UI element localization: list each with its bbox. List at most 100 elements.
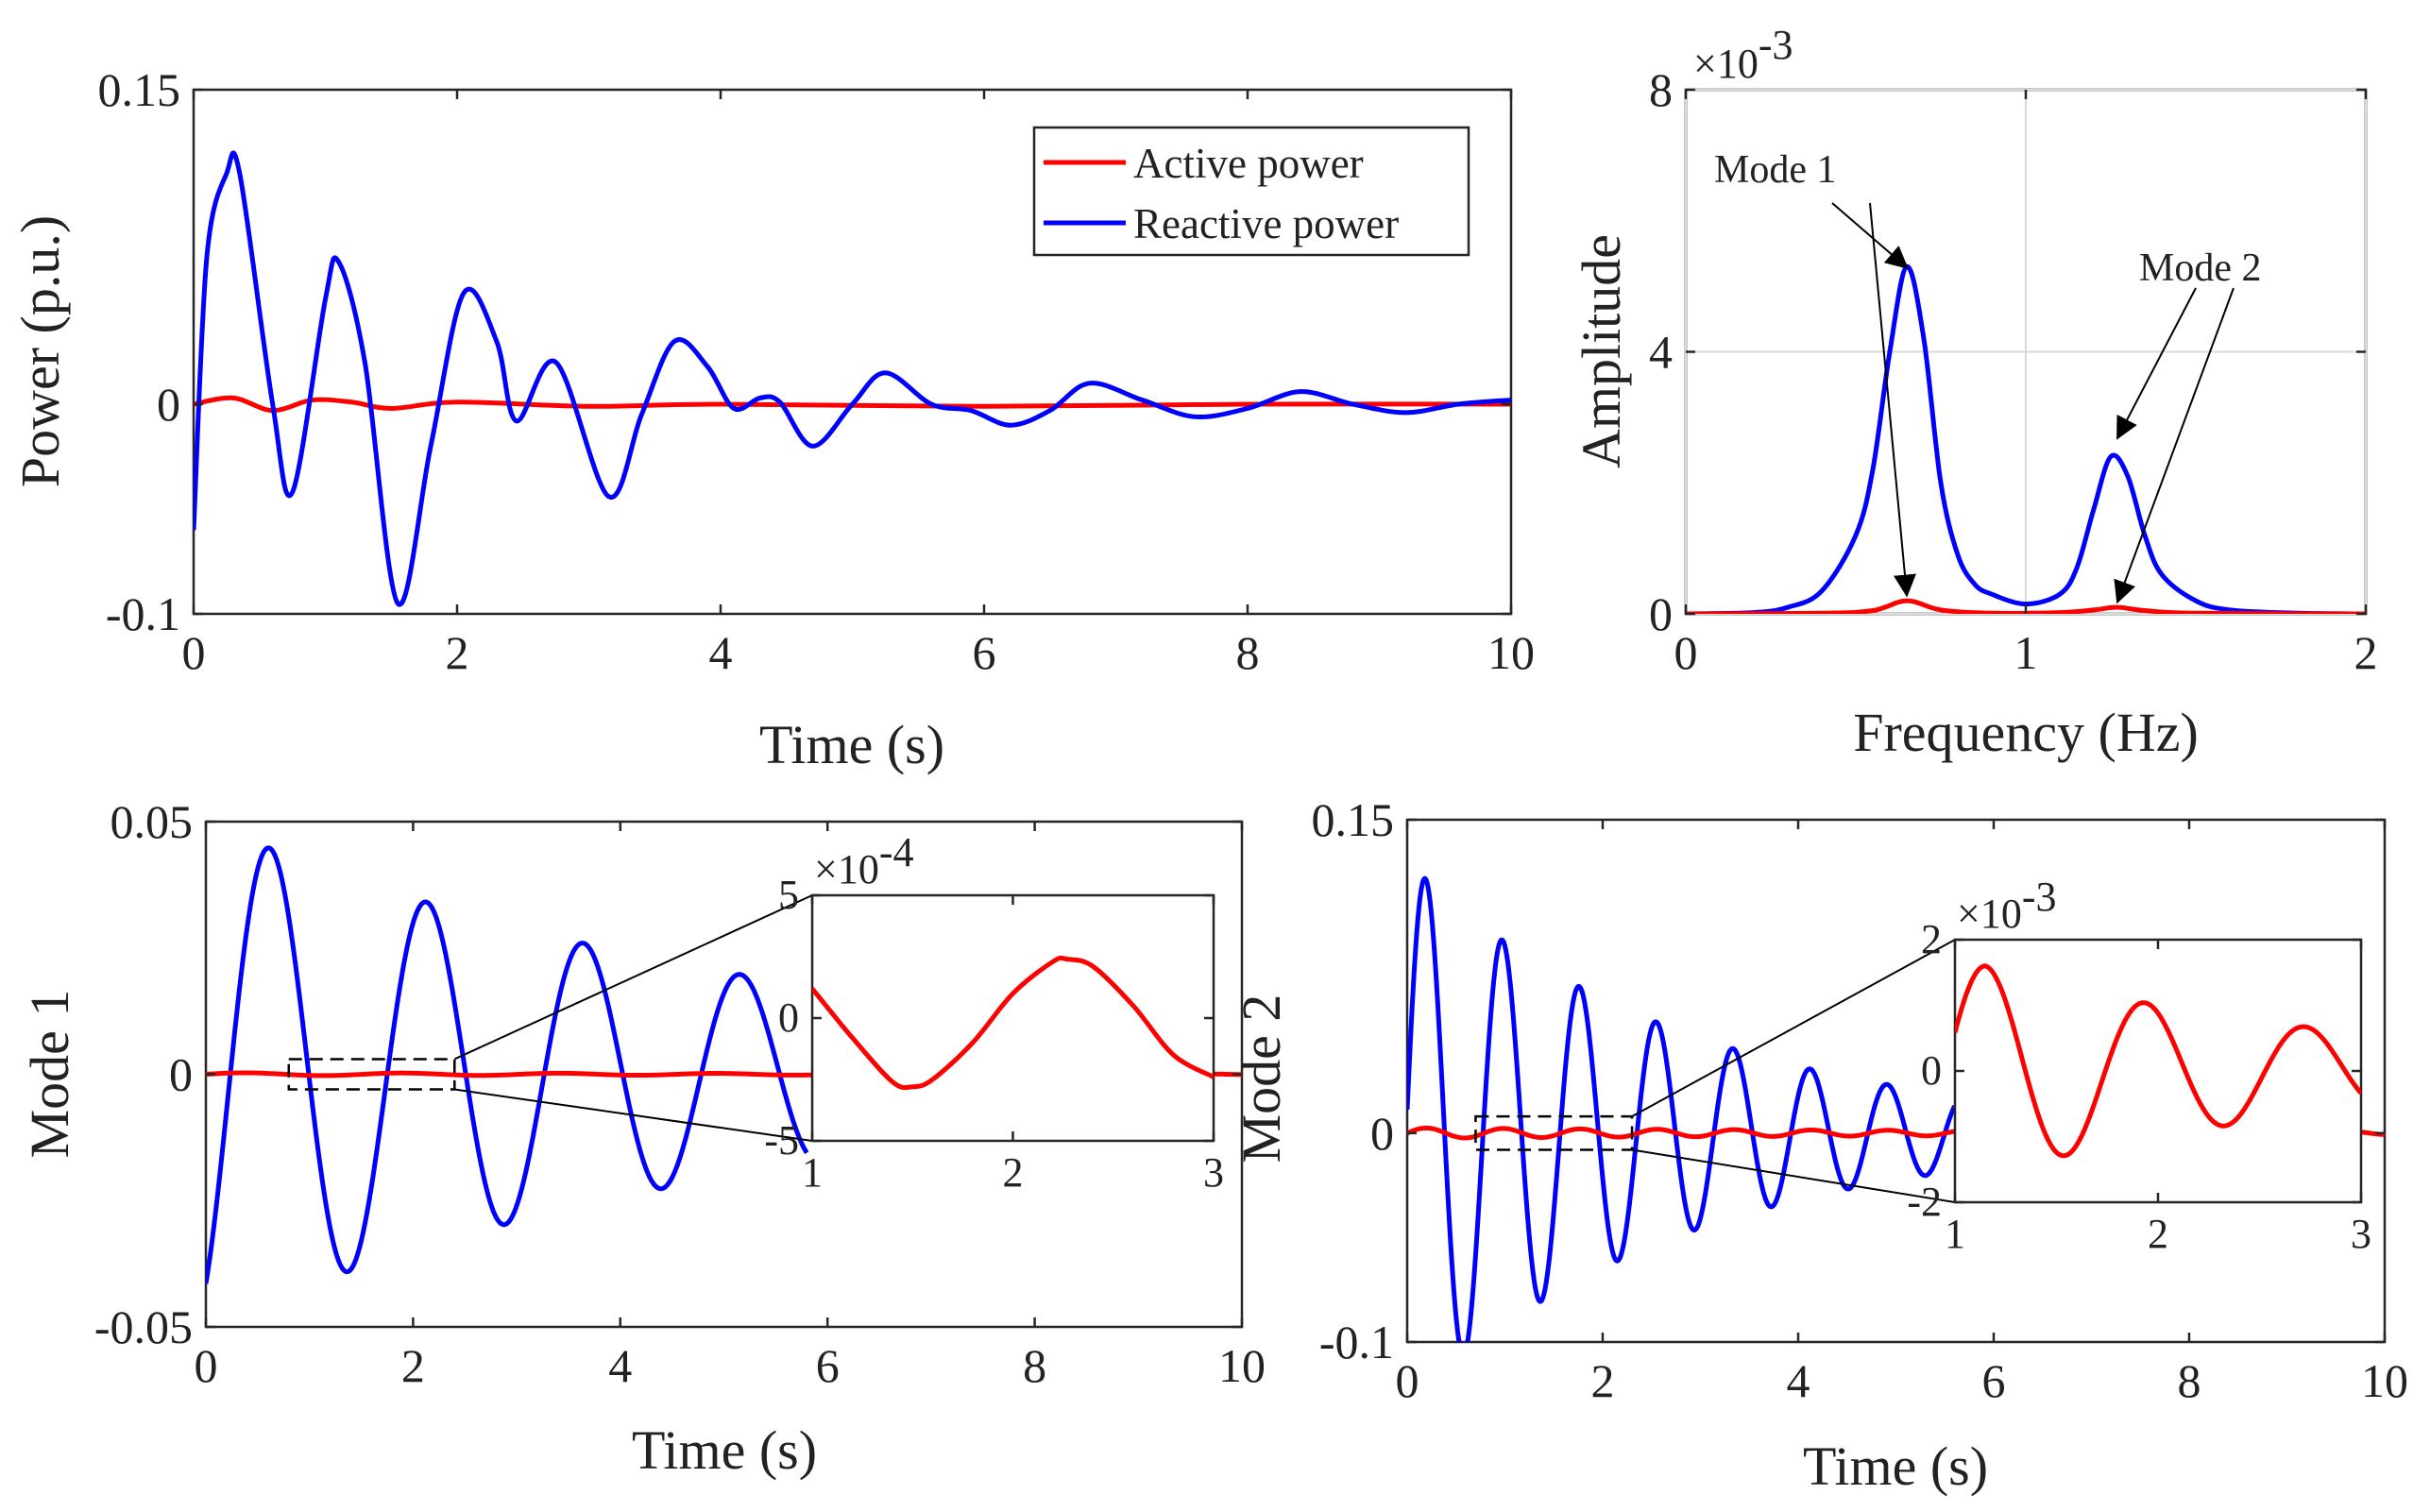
y-tick-label: 0: [1370, 1107, 1394, 1160]
x-tick-label: 10: [1218, 1339, 1266, 1392]
ticks-top-left: 0 2 4 6 8 10-0.100.15: [98, 63, 1536, 679]
y-tick-label: 5: [778, 872, 799, 918]
x-tick-label: 4: [709, 626, 733, 679]
x-tick-label: 0: [1396, 1354, 1419, 1407]
scale-factor-base: ×10: [1693, 41, 1759, 87]
x-tick-label: 4: [1787, 1354, 1810, 1407]
series-line-reactive-power: [1407, 875, 1957, 1342]
inset-ticks-bottom-right: 1 2 3 -2 0 2: [1907, 916, 2371, 1257]
series-line-active-power: [1686, 598, 2366, 614]
y-tick-label: 0.15: [1312, 793, 1395, 846]
inset-frame-bottom-right: [1953, 938, 2363, 1204]
y-tick-label: -0.1: [1319, 1316, 1394, 1368]
x-tick-label: 0: [1674, 626, 1698, 679]
legend: Active power Reactive power: [1032, 126, 1470, 257]
x-tick-label: 6: [1982, 1354, 2006, 1407]
series-line-reactive-power: [194, 150, 1511, 607]
y-tick-label: 0: [778, 994, 799, 1041]
legend-label-active: Active power: [1133, 140, 1364, 187]
zoom-group-bottom-left: [287, 894, 813, 1142]
zoom-box: [1474, 1114, 1634, 1151]
x-tick-label: 8: [1236, 626, 1260, 679]
x-tick-label: 0: [195, 1339, 218, 1392]
x-tick-label: 2: [1003, 1149, 1024, 1196]
inset-scale-factor-bottom-left: ×10-4: [814, 829, 913, 892]
scale-factor-exponent: -4: [879, 829, 914, 875]
series-line-active-power: [812, 955, 1214, 1091]
scale-factor-base: ×10: [814, 846, 879, 892]
x-tick-label: 1: [1945, 1211, 1965, 1257]
zoom-box: [287, 1058, 456, 1091]
x-axis-label: Time (s): [632, 1419, 817, 1481]
y-tick-label: 2: [1921, 916, 1942, 962]
zoom-connector: [1631, 939, 1956, 1117]
y-axis-label: Mode 2: [1231, 994, 1292, 1164]
zoom-group-bottom-right: [1474, 939, 1956, 1203]
annotation-arrow: [1831, 202, 1909, 269]
y-tick-label: -2: [1907, 1179, 1942, 1225]
chart-top-right: 0 1 2 0 4 8 ×10-3 Frequency (Hz) Amplitude Mo…: [1571, 22, 2378, 763]
y-tick-label: 8: [1649, 63, 1673, 116]
x-tick-label: 2: [1591, 1354, 1615, 1407]
annotation-mode-2: Mode 2: [2139, 246, 2262, 290]
zoom-connector: [453, 894, 813, 1061]
x-tick-label: 2: [2148, 1211, 2168, 1257]
inset-frame-bottom-left: [810, 893, 1215, 1143]
scale-factor-exponent: -3: [1759, 22, 1793, 68]
inset-series-bottom-right: [1955, 963, 2361, 1159]
x-tick-label: 3: [2351, 1211, 2371, 1257]
ticks-top-right: 0 1 2 0 4 8: [1649, 63, 2378, 679]
x-tick-label: 2: [446, 626, 469, 679]
y-tick-label: -0.1: [106, 587, 180, 640]
x-axis-label: Time (s): [759, 714, 944, 775]
y-axis-label: Amplitude: [1571, 234, 1632, 468]
x-tick-label: 6: [973, 626, 996, 679]
ticks-bottom-right: 0 2 4 6 8 10-0.100.15: [1312, 793, 2409, 1407]
x-tick-label: 2: [2354, 626, 2378, 679]
x-axis-label: Time (s): [1803, 1436, 1988, 1497]
y-tick-label: -5: [764, 1117, 799, 1164]
x-tick-label: 8: [2178, 1354, 2201, 1407]
x-tick-label: 6: [816, 1339, 840, 1392]
plot-area-top-left: [192, 88, 1513, 616]
scale-factor-base: ×10: [1957, 891, 2022, 937]
y-axis-label: Mode 1: [19, 990, 80, 1159]
x-tick-label: 4: [608, 1339, 632, 1392]
x-tick-label: 3: [1203, 1149, 1224, 1196]
x-tick-label: 2: [401, 1339, 425, 1392]
x-tick-label: 8: [1023, 1339, 1046, 1392]
x-tick-label: 10: [1487, 626, 1535, 679]
chart-top-left: 0 2 4 6 8 10-0.100.15 Time (s) Power (p.u.) A…: [9, 63, 1535, 775]
x-tick-label: 1: [802, 1149, 823, 1196]
series-line-active-power: [1955, 963, 2361, 1159]
y-tick-label: 0: [157, 378, 180, 431]
scale-factor-top-right: ×10-3: [1693, 22, 1793, 87]
annotation-arrow: [1869, 202, 1916, 598]
y-tick-label: 0.05: [110, 795, 194, 848]
chart-bottom-right: 0 2 4 6 8 10-0.100.15 1 2 3-202 ×10-3 Time (s) …: [1231, 793, 2408, 1497]
y-axis-label: Power (p.u.): [9, 215, 71, 487]
x-axis-label: Frequency (Hz): [1853, 702, 2199, 763]
y-tick-label: -0.05: [94, 1300, 193, 1353]
zoom-connector: [454, 1088, 813, 1142]
legend-label-reactive: Reactive power: [1133, 200, 1399, 247]
series-group-top-right: [1686, 263, 2366, 614]
inset-scale-factor-bottom-right: ×10-3: [1957, 874, 2056, 937]
y-tick-label: 4: [1649, 326, 1673, 379]
scale-factor-exponent: -3: [2022, 874, 2057, 920]
x-tick-label: 10: [2361, 1354, 2408, 1407]
y-tick-label: 0: [169, 1048, 193, 1101]
y-tick-label: 0: [1649, 587, 1673, 640]
series-group-top-left: [194, 150, 1511, 607]
annotation-arrow: [2114, 287, 2235, 604]
y-tick-label: 0.15: [98, 63, 181, 116]
inset-series-bottom-left: [812, 955, 1214, 1091]
annotations-top-right: Mode 1 Mode 2: [1714, 148, 2262, 604]
x-tick-label: 0: [182, 626, 206, 679]
series-line-active-power: [194, 395, 1511, 414]
x-tick-label: 1: [2014, 626, 2038, 679]
series-line-reactive-power: [1686, 263, 2366, 614]
